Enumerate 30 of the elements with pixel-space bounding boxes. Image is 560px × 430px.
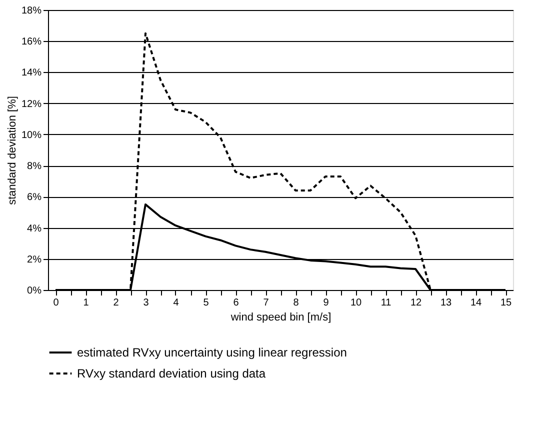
x-tick-label: 14 — [470, 298, 482, 308]
y-axis-title: standard deviation [%] — [6, 96, 18, 205]
y-tick-label: 2% — [27, 254, 42, 266]
y-tick-label: 10% — [21, 130, 42, 141]
x-tick-label: 6 — [233, 298, 240, 308]
x-tick-label: 12 — [410, 298, 422, 308]
legend-label: estimated RVxy uncertainty using linear regression — [77, 346, 347, 360]
x-tick-label: 3 — [143, 298, 150, 308]
y-tick-label: 12% — [21, 98, 42, 110]
y-tick-label: 0% — [27, 286, 42, 296]
y-tick-label: 8% — [27, 161, 42, 172]
x-tick-label: 0 — [53, 298, 60, 308]
x-tick-label: 15 — [500, 298, 512, 308]
y-tick-label: 4% — [27, 223, 42, 234]
y-tick-label: 6% — [27, 192, 42, 204]
x-tick-label: 11 — [380, 298, 392, 308]
y-tick-label: 18% — [21, 6, 42, 16]
x-tick-label: 5 — [203, 298, 210, 308]
x-tick-label: 2 — [113, 298, 120, 308]
x-tick-label: 1 — [83, 298, 90, 308]
x-tick-label: 9 — [323, 298, 330, 308]
x-tick-label: 13 — [440, 298, 452, 308]
x-tick-label: 8 — [293, 298, 300, 308]
x-axis-title: wind speed bin [m/s] — [230, 312, 332, 324]
x-tick-label: 10 — [350, 298, 362, 308]
y-tick-label: 14% — [21, 68, 42, 79]
x-tick-label: 7 — [263, 298, 270, 308]
x-tick-label: 4 — [173, 298, 180, 308]
legend-label: RVxy standard deviation using data — [77, 366, 266, 380]
y-tick-label: 16% — [21, 36, 42, 48]
